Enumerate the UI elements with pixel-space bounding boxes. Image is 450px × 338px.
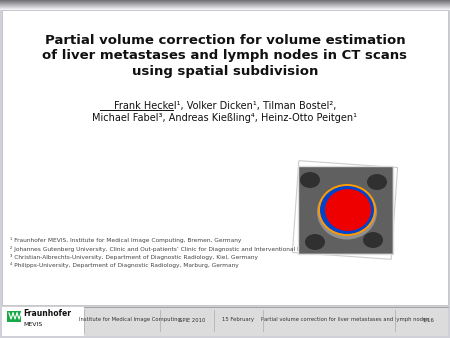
- Text: 15 February: 15 February: [222, 317, 254, 322]
- Text: SPIE 2010: SPIE 2010: [179, 317, 205, 322]
- Text: Partial volume correction for liver metastases and lymph nodes: Partial volume correction for liver meta…: [261, 317, 429, 322]
- Ellipse shape: [363, 232, 383, 248]
- Bar: [2, 307, 448, 336]
- Text: ¹ Fraunhofer MEVIS, Institute for Medical Image Computing, Bremen, Germany: ¹ Fraunhofer MEVIS, Institute for Medica…: [10, 237, 241, 243]
- Bar: [0, 3, 450, 4]
- Text: Frank Heckel¹, Volker Dicken¹, Tilman Bostel²,: Frank Heckel¹, Volker Dicken¹, Tilman Bo…: [114, 101, 336, 111]
- Bar: [7, 311, 21, 322]
- Text: Michael Fabel³, Andreas Kießling⁴, Heinz-Otto Peitgen¹: Michael Fabel³, Andreas Kießling⁴, Heinz…: [93, 113, 357, 123]
- Bar: [2, 10, 448, 305]
- Ellipse shape: [317, 185, 377, 240]
- Bar: [0, 6, 450, 7]
- Bar: [0, 5, 450, 6]
- Bar: [297, 166, 392, 254]
- Ellipse shape: [325, 189, 371, 231]
- Text: ³ Christian-Albrechts-University, Department of Diagnostic Radiology, Kiel, Germ: ³ Christian-Albrechts-University, Depart…: [10, 254, 258, 260]
- Text: Fraunhofer: Fraunhofer: [23, 310, 71, 318]
- Bar: [298, 167, 392, 253]
- Text: ² Johannes Gutenberg University, Clinic and Out-patients’ Clinic for Diagnostic : ² Johannes Gutenberg University, Clinic …: [10, 245, 378, 251]
- Text: using spatial subdivision: using spatial subdivision: [132, 66, 318, 78]
- Bar: [0, 4, 450, 5]
- Text: of liver metastases and lymph nodes in CT scans: of liver metastases and lymph nodes in C…: [42, 49, 408, 63]
- Text: Institute for Medical Image Computing: Institute for Medical Image Computing: [79, 317, 181, 322]
- Ellipse shape: [320, 186, 374, 234]
- Text: ⁴ Philipps-University, Department of Diagnostic Radiology, Marburg, Germany: ⁴ Philipps-University, Department of Dia…: [10, 263, 239, 268]
- Bar: [0, 2, 450, 3]
- Bar: [0, 0, 450, 1]
- Bar: [0, 1, 450, 2]
- Ellipse shape: [367, 174, 387, 190]
- Polygon shape: [292, 161, 398, 259]
- Text: Partial volume correction for volume estimation: Partial volume correction for volume est…: [45, 33, 405, 47]
- Bar: [297, 166, 392, 254]
- Ellipse shape: [305, 234, 325, 250]
- Text: MEVIS: MEVIS: [23, 321, 42, 327]
- Bar: [0, 9, 450, 10]
- Bar: [2, 307, 84, 336]
- Bar: [0, 7, 450, 8]
- Ellipse shape: [300, 172, 320, 188]
- Bar: [0, 8, 450, 9]
- Text: 1/16: 1/16: [422, 317, 434, 322]
- Ellipse shape: [318, 184, 376, 236]
